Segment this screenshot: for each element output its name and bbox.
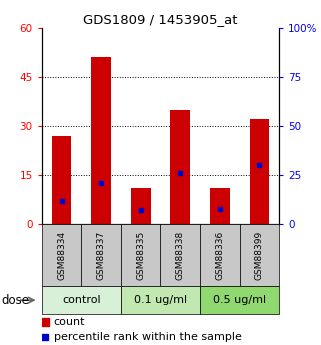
Text: control: control <box>62 295 100 305</box>
Text: count: count <box>54 317 85 327</box>
Text: GSM88338: GSM88338 <box>176 231 185 280</box>
Bar <box>52 136 71 224</box>
Title: GDS1809 / 1453905_at: GDS1809 / 1453905_at <box>83 13 238 27</box>
Text: GSM88335: GSM88335 <box>136 231 145 280</box>
Text: 0.1 ug/ml: 0.1 ug/ml <box>134 295 187 305</box>
Bar <box>160 224 200 286</box>
Text: percentile rank within the sample: percentile rank within the sample <box>54 332 241 342</box>
Bar <box>121 224 160 286</box>
Bar <box>249 119 269 224</box>
Text: GSM88399: GSM88399 <box>255 231 264 280</box>
Text: GSM88334: GSM88334 <box>57 231 66 280</box>
Bar <box>91 57 111 224</box>
Bar <box>170 110 190 224</box>
Text: GSM88336: GSM88336 <box>215 231 224 280</box>
Bar <box>42 224 81 286</box>
Bar <box>200 286 279 314</box>
Bar <box>121 286 200 314</box>
Text: GSM88337: GSM88337 <box>97 231 106 280</box>
Bar <box>81 224 121 286</box>
Bar <box>240 224 279 286</box>
Bar <box>210 188 230 224</box>
Bar <box>200 224 240 286</box>
Bar <box>131 188 151 224</box>
Text: 0.5 ug/ml: 0.5 ug/ml <box>213 295 266 305</box>
Text: dose: dose <box>2 294 30 307</box>
Bar <box>42 286 121 314</box>
